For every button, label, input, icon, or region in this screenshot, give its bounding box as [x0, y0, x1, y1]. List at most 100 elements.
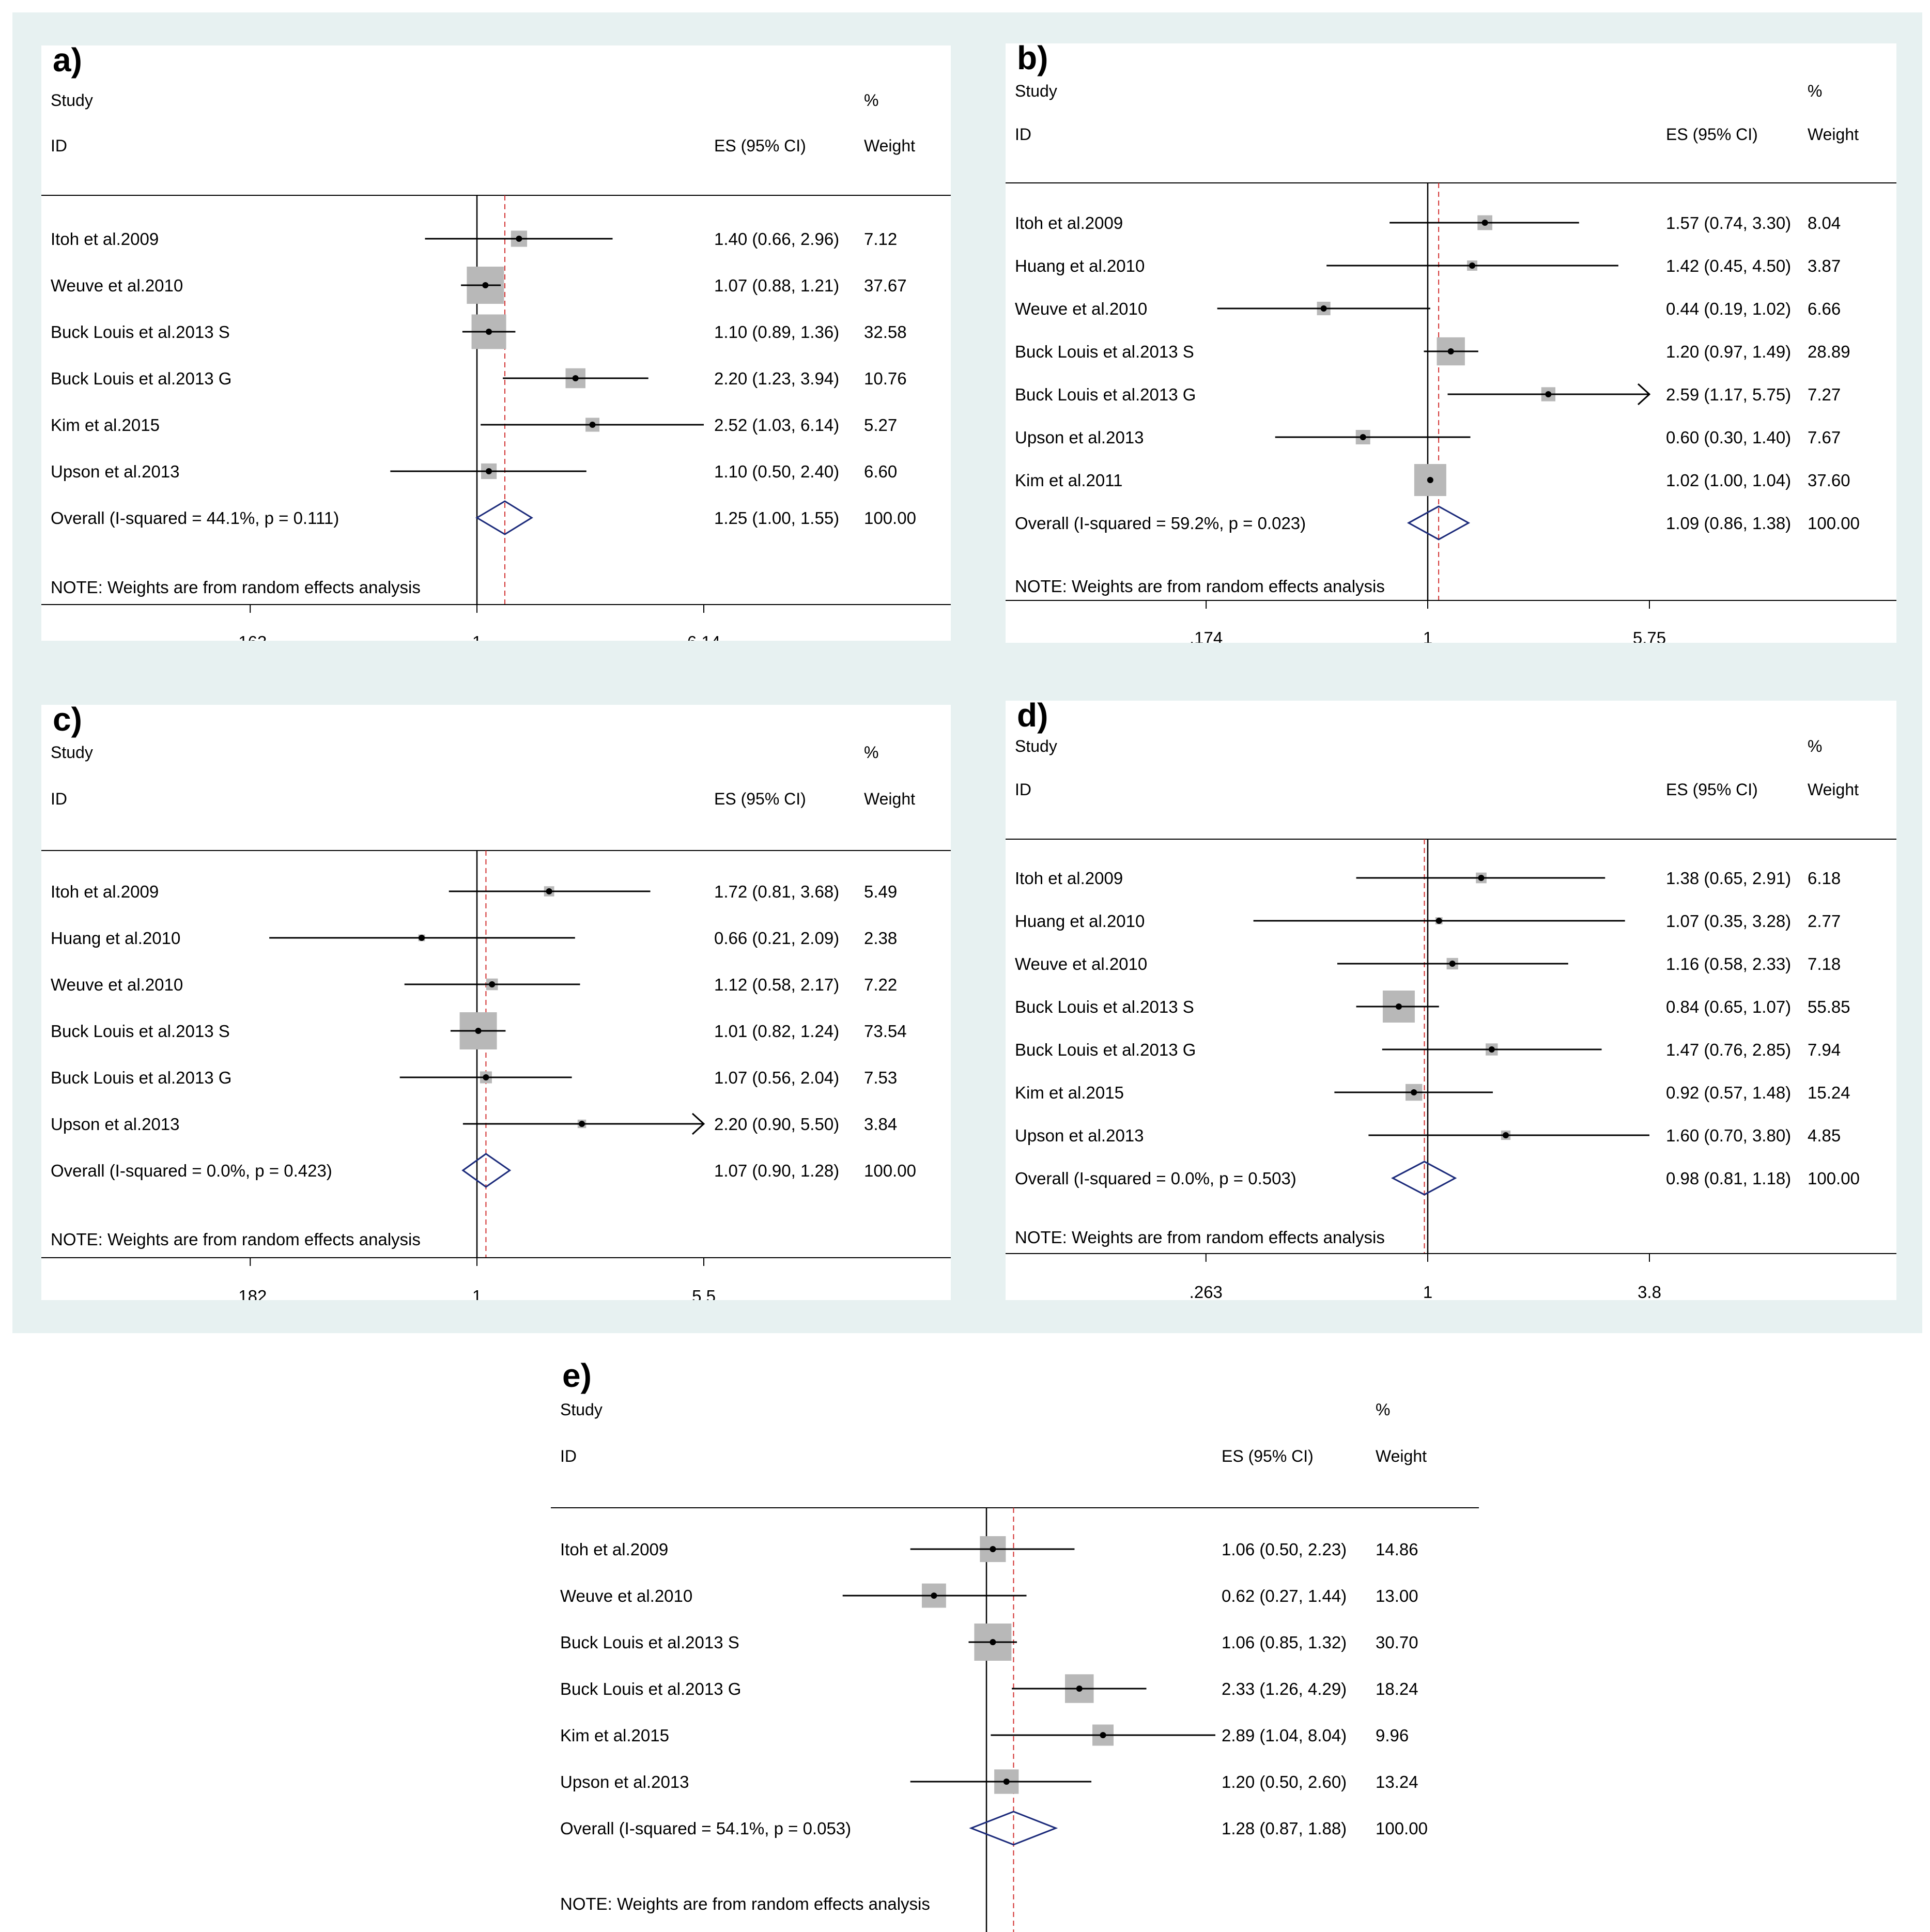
- overall-es: 1.09 (0.86, 1.38): [1666, 514, 1792, 533]
- study-label: Weuve et al.2010: [51, 276, 183, 295]
- study-label: Buck Louis et al.2013 S: [1015, 342, 1194, 361]
- study-weight: 5.27: [864, 415, 898, 435]
- point-estimate: [589, 422, 596, 428]
- header-es: ES (95% CI): [1666, 125, 1758, 144]
- study-es: 0.44 (0.19, 1.02): [1666, 299, 1792, 318]
- header-id: ID: [51, 136, 67, 155]
- study-weight: 2.38: [864, 929, 898, 948]
- point-estimate: [1076, 1686, 1083, 1692]
- point-estimate: [1435, 918, 1442, 924]
- study-es: 1.60 (0.70, 3.80): [1666, 1126, 1792, 1145]
- point-estimate: [1427, 477, 1433, 483]
- point-estimate: [486, 329, 492, 335]
- study-label: Buck Louis et al.2013 G: [1015, 1040, 1196, 1059]
- study-weight: 30.70: [1376, 1633, 1418, 1652]
- point-estimate: [1503, 1132, 1509, 1138]
- header-weight: Weight: [1376, 1447, 1427, 1465]
- study-weight: 10.76: [864, 369, 907, 388]
- point-estimate: [516, 236, 522, 242]
- overall-weight: 100.00: [864, 1161, 916, 1180]
- header-study: Study: [1015, 82, 1057, 100]
- study-es: 0.92 (0.57, 1.48): [1666, 1083, 1792, 1102]
- study-es: 2.20 (1.23, 3.94): [714, 369, 840, 388]
- point-estimate: [482, 282, 489, 288]
- header-weight: Weight: [864, 136, 916, 155]
- point-estimate: [486, 468, 492, 474]
- study-label: Itoh et al.2009: [560, 1540, 669, 1559]
- study-weight: 6.66: [1808, 299, 1841, 318]
- overall-label: Overall (I-squared = 59.2%, p = 0.023): [1015, 514, 1306, 533]
- header-study: Study: [560, 1400, 603, 1419]
- x-tick-label: .163: [234, 633, 267, 641]
- point-estimate: [483, 1074, 489, 1080]
- x-tick-label: .263: [1189, 1282, 1223, 1300]
- forest-plot-svg: [41, 195, 951, 613]
- weights-note: NOTE: Weights are from random effects an…: [1015, 1228, 1385, 1247]
- forest-plot-svg: [1006, 182, 1896, 609]
- overall-es: 1.28 (0.87, 1.88): [1222, 1819, 1347, 1838]
- header-weight: Weight: [864, 790, 916, 808]
- panel-label: d): [1017, 701, 1048, 734]
- study-label: Buck Louis et al.2013 G: [560, 1679, 742, 1698]
- study-label: Huang et al.2010: [1015, 911, 1145, 931]
- header-es: ES (95% CI): [1666, 780, 1758, 799]
- point-estimate: [1488, 1046, 1495, 1053]
- study-es: 1.10 (0.50, 2.40): [714, 462, 840, 481]
- point-estimate: [1545, 391, 1552, 397]
- study-weight: 9.96: [1376, 1726, 1409, 1745]
- panel-label: c): [53, 705, 82, 738]
- x-tick-label: 1: [1423, 628, 1433, 643]
- study-es: 0.66 (0.21, 2.09): [714, 929, 840, 948]
- header-percent: %: [1376, 1400, 1391, 1419]
- point-estimate: [1360, 434, 1366, 440]
- ci-arrow: [691, 1112, 705, 1135]
- point-estimate: [1449, 961, 1456, 967]
- forest-plot-panel-d: d) Study ID ES (95% CI)% Weight Itoh et al.20…: [1006, 701, 1896, 1300]
- forest-plot-panel-b: b) Study ID ES (95% CI)% Weight Itoh et al.20…: [1006, 43, 1896, 643]
- study-es: 2.89 (1.04, 8.04): [1222, 1726, 1347, 1745]
- study-weight: 7.94: [1808, 1040, 1841, 1059]
- study-weight: 6.18: [1808, 869, 1841, 888]
- study-weight: 7.27: [1808, 385, 1841, 404]
- study-weight: 32.58: [864, 322, 907, 342]
- study-weight: 15.24: [1808, 1083, 1850, 1102]
- study-es: 1.57 (0.74, 3.30): [1666, 213, 1792, 233]
- point-estimate: [1481, 220, 1488, 226]
- study-label: Upson et al.2013: [51, 1115, 180, 1134]
- study-es: 2.52 (1.03, 6.14): [714, 415, 840, 435]
- point-estimate: [1447, 348, 1454, 354]
- study-weight: 7.22: [864, 975, 898, 994]
- header-percent: %: [1808, 82, 1823, 100]
- study-es: 1.06 (0.50, 2.23): [1222, 1540, 1347, 1559]
- study-weight: 6.60: [864, 462, 898, 481]
- study-weight: 8.04: [1808, 213, 1841, 233]
- overall-es: 1.25 (1.00, 1.55): [714, 508, 840, 528]
- x-tick-label: 1: [472, 1287, 482, 1300]
- header-id: ID: [1015, 125, 1031, 144]
- study-weight: 28.89: [1808, 342, 1850, 361]
- point-estimate: [931, 1593, 937, 1599]
- forest-plot-svg: [551, 1507, 1479, 1932]
- header-es: ES (95% CI): [714, 790, 806, 808]
- overall-weight: 100.00: [1376, 1819, 1428, 1838]
- study-es: 2.33 (1.26, 4.29): [1222, 1679, 1347, 1698]
- study-label: Upson et al.2013: [1015, 428, 1144, 447]
- study-es: 1.47 (0.76, 2.85): [1666, 1040, 1792, 1059]
- study-weight: 73.54: [864, 1022, 907, 1041]
- study-weight: 4.85: [1808, 1126, 1841, 1145]
- header-study: Study: [1015, 737, 1057, 755]
- study-label: Kim et al.2011: [1015, 471, 1123, 490]
- study-es: 1.16 (0.58, 2.33): [1666, 954, 1792, 973]
- study-weight: 37.67: [864, 276, 907, 295]
- weights-note: NOTE: Weights are from random effects an…: [560, 1894, 930, 1913]
- x-tick-label: .174: [1189, 628, 1223, 643]
- overall-weight: 100.00: [1808, 1169, 1860, 1188]
- study-weight: 2.77: [1808, 911, 1841, 931]
- point-estimate: [1003, 1779, 1010, 1785]
- overall-weight: 100.00: [864, 508, 916, 528]
- study-es: 1.72 (0.81, 3.68): [714, 882, 840, 901]
- study-es: 0.84 (0.65, 1.07): [1666, 997, 1792, 1016]
- overall-es: 1.07 (0.90, 1.28): [714, 1161, 840, 1180]
- study-weight: 18.24: [1376, 1679, 1418, 1698]
- overall-diamond: [461, 1153, 512, 1188]
